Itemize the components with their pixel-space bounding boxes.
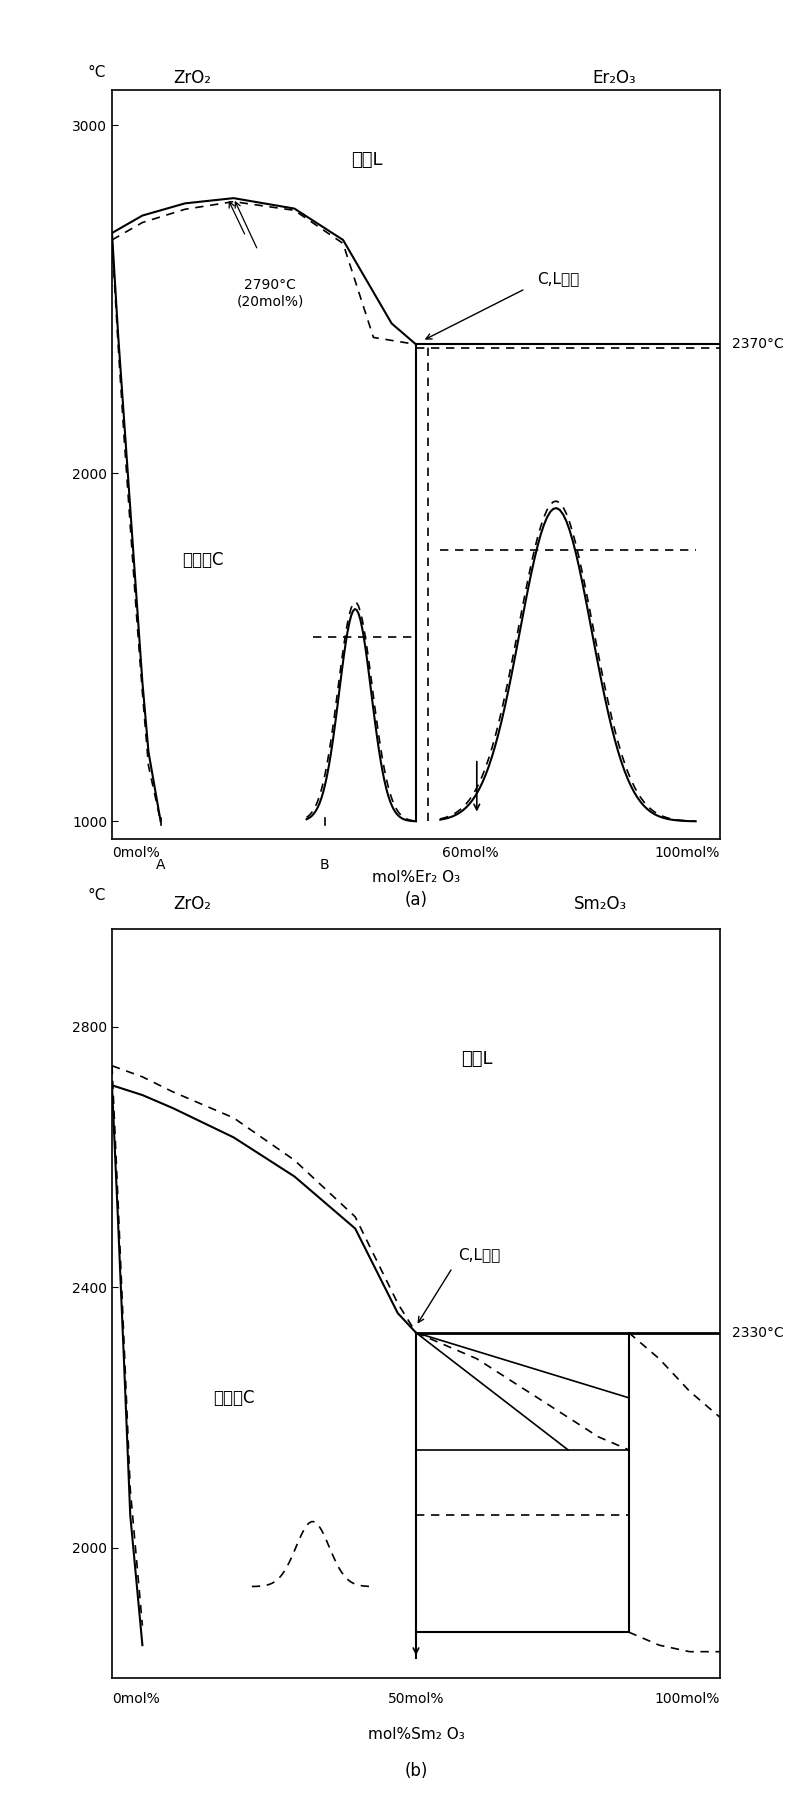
Text: B: B bbox=[320, 859, 330, 871]
Text: 100mol%: 100mol% bbox=[654, 846, 720, 861]
Text: 60mol%: 60mol% bbox=[442, 846, 499, 861]
Text: 2790°C
(20mol%): 2790°C (20mol%) bbox=[236, 278, 304, 308]
Text: °C: °C bbox=[87, 65, 106, 79]
Text: mol%Sm₂ O₃: mol%Sm₂ O₃ bbox=[368, 1726, 464, 1741]
Text: C,L共存: C,L共存 bbox=[538, 271, 580, 285]
Text: °C: °C bbox=[87, 888, 106, 904]
Text: mol%Er₂ O₃: mol%Er₂ O₃ bbox=[372, 870, 460, 886]
Text: Sm₂O₃: Sm₂O₃ bbox=[574, 895, 627, 913]
Text: 2330°C: 2330°C bbox=[732, 1326, 784, 1340]
Text: 固溶体C: 固溶体C bbox=[182, 552, 224, 570]
Text: 50mol%: 50mol% bbox=[388, 1692, 444, 1707]
Text: 液相L: 液相L bbox=[461, 1050, 493, 1068]
Text: 100mol%: 100mol% bbox=[654, 1692, 720, 1707]
Text: (b): (b) bbox=[404, 1763, 428, 1781]
Text: Er₂O₃: Er₂O₃ bbox=[592, 69, 636, 87]
Text: A: A bbox=[156, 859, 166, 871]
Text: 2370°C: 2370°C bbox=[732, 337, 784, 352]
Text: ZrO₂: ZrO₂ bbox=[173, 69, 211, 87]
Text: (a): (a) bbox=[405, 891, 427, 909]
Text: 固溶体C: 固溶体C bbox=[213, 1389, 254, 1407]
Text: 0mol%: 0mol% bbox=[112, 1692, 160, 1707]
Text: 液相L: 液相L bbox=[352, 152, 383, 170]
Text: 0mol%: 0mol% bbox=[112, 846, 160, 861]
Text: C,L共存: C,L共存 bbox=[458, 1247, 501, 1263]
Text: ZrO₂: ZrO₂ bbox=[173, 895, 211, 913]
